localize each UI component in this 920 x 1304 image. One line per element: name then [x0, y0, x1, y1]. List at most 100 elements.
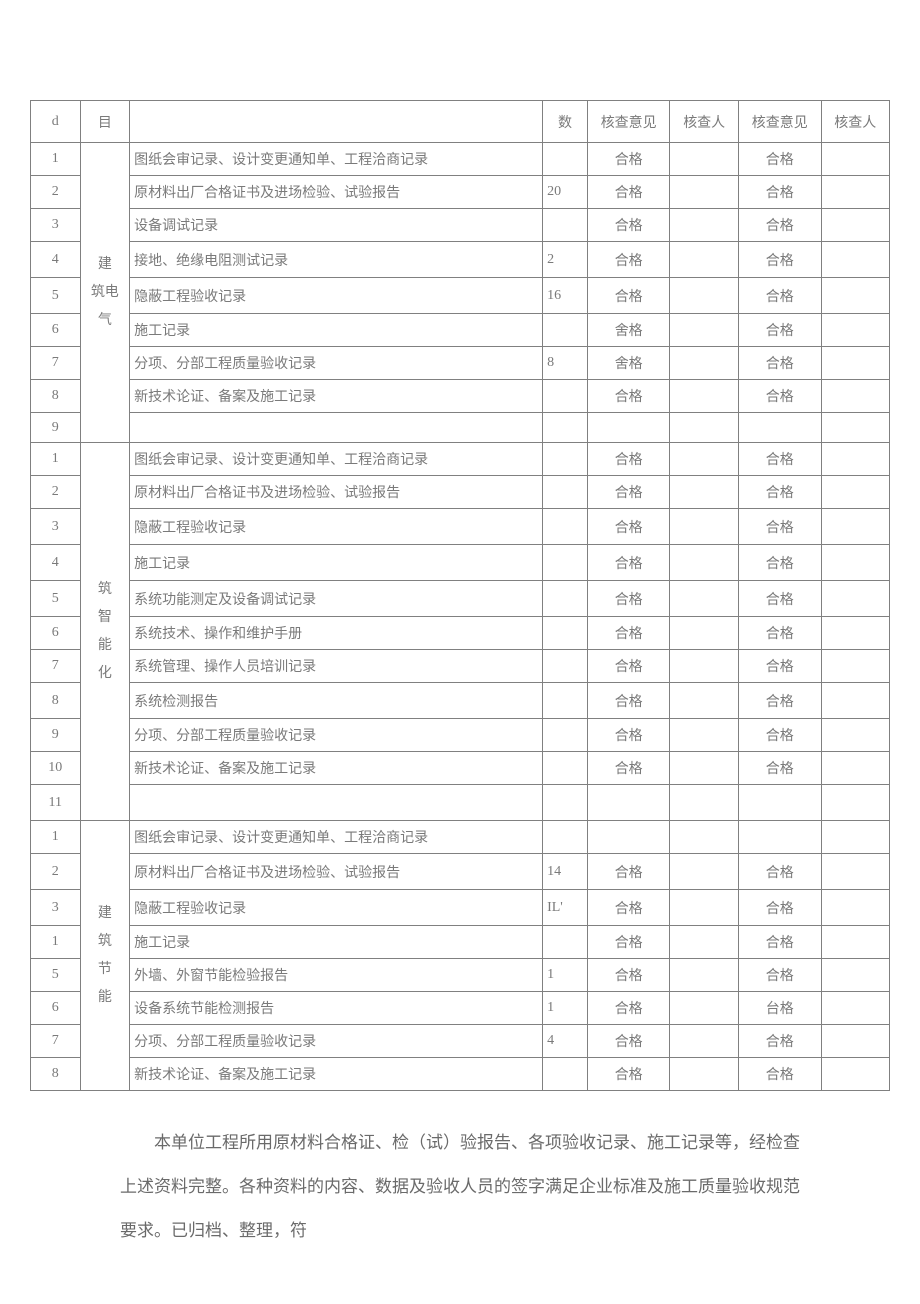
- row-opinion1: 合格: [587, 854, 670, 890]
- row-item: 图纸会审记录、设计变更通知单、工程洽商记录: [130, 443, 543, 476]
- row-person1: [670, 719, 738, 752]
- row-item: 原材料出厂合格证书及进场检验、试验报告: [130, 476, 543, 509]
- row-number: 11: [31, 785, 81, 821]
- category-char: 智: [85, 604, 126, 632]
- row-number: 7: [31, 650, 81, 683]
- row-number: 6: [31, 992, 81, 1025]
- row-opinion1: 合格: [587, 143, 670, 176]
- row-person2: [821, 380, 890, 413]
- header-section: 目: [80, 101, 130, 143]
- row-item: 系统功能测定及设备调试记录: [130, 581, 543, 617]
- row-person1: [670, 926, 738, 959]
- row-opinion2: 合格: [738, 683, 821, 719]
- row-number: 10: [31, 752, 81, 785]
- row-item: 新技术论证、备案及施工记录: [130, 1058, 543, 1091]
- row-person2: [821, 617, 890, 650]
- row-person2: [821, 509, 890, 545]
- table-row: 10新技术论证、备案及施工记录合格合格: [31, 752, 890, 785]
- row-item: 设备系统节能检测报告: [130, 992, 543, 1025]
- row-qty: [543, 413, 588, 443]
- row-opinion2: 合格: [738, 476, 821, 509]
- row-opinion2: 合格: [738, 176, 821, 209]
- row-person2: [821, 314, 890, 347]
- row-number: 1: [31, 143, 81, 176]
- row-item: 施工记录: [130, 314, 543, 347]
- table-row: 4接地、绝缘电阻测试记录2合格合格: [31, 242, 890, 278]
- row-qty: [543, 752, 588, 785]
- row-number: 2: [31, 854, 81, 890]
- row-opinion1: 合格: [587, 926, 670, 959]
- row-person1: [670, 854, 738, 890]
- row-item: 隐蔽工程验收记录: [130, 509, 543, 545]
- table-row: 8新技术论证、备案及施工记录合格合格: [31, 380, 890, 413]
- row-person2: [821, 785, 890, 821]
- header-person2: 核查人: [821, 101, 890, 143]
- row-opinion2: 合格: [738, 278, 821, 314]
- table-row: 1施工记录合格合格: [31, 926, 890, 959]
- row-opinion1: 合格: [587, 581, 670, 617]
- row-opinion2: 合格: [738, 854, 821, 890]
- row-number: 1: [31, 926, 81, 959]
- row-number: 2: [31, 176, 81, 209]
- row-qty: [543, 443, 588, 476]
- inspection-table: d 目 数 核查意见 核查人 核查意见 核查人 1建筑电气图纸会审记录、设计变更…: [30, 100, 890, 1091]
- table-row: 2原材料出厂合格证书及进场检验、试验报告合格合格: [31, 476, 890, 509]
- row-person1: [670, 380, 738, 413]
- row-opinion1: 合格: [587, 209, 670, 242]
- row-opinion2: [738, 785, 821, 821]
- row-opinion1: 合格: [587, 752, 670, 785]
- row-person1: [670, 176, 738, 209]
- row-number: 8: [31, 380, 81, 413]
- table-row: 3隐蔽工程验收记录合格合格: [31, 509, 890, 545]
- table-row: 6设备系统节能检测报告1合格台格: [31, 992, 890, 1025]
- row-person2: [821, 854, 890, 890]
- row-person1: [670, 1025, 738, 1058]
- row-item: 新技术论证、备案及施工记录: [130, 752, 543, 785]
- row-person1: [670, 1058, 738, 1091]
- row-opinion1: 舍格: [587, 347, 670, 380]
- row-opinion1: 合格: [587, 509, 670, 545]
- row-number: 5: [31, 581, 81, 617]
- row-opinion2: 合格: [738, 314, 821, 347]
- row-number: 4: [31, 545, 81, 581]
- row-item: 隐蔽工程验收记录: [130, 890, 543, 926]
- row-person1: [670, 992, 738, 1025]
- table-row: 5外墙、外窗节能检验报告1合格合格: [31, 959, 890, 992]
- category-char: 气: [85, 307, 126, 335]
- row-person1: [670, 413, 738, 443]
- row-person1: [670, 509, 738, 545]
- row-opinion1: 合格: [587, 992, 670, 1025]
- table-row: 7系统管理、操作人员培训记录合格合格: [31, 650, 890, 683]
- row-number: 8: [31, 1058, 81, 1091]
- row-person1: [670, 443, 738, 476]
- row-person2: [821, 545, 890, 581]
- row-item: 图纸会审记录、设计变更通知单、工程洽商记录: [130, 821, 543, 854]
- row-person2: [821, 959, 890, 992]
- row-number: 3: [31, 509, 81, 545]
- row-person2: [821, 821, 890, 854]
- row-item: 系统技术、操作和维护手册: [130, 617, 543, 650]
- row-person2: [821, 143, 890, 176]
- row-item: 设备调试记录: [130, 209, 543, 242]
- table-row: 8系统检测报告合格合格: [31, 683, 890, 719]
- row-person2: [821, 719, 890, 752]
- row-opinion2: 合格: [738, 380, 821, 413]
- row-person2: [821, 890, 890, 926]
- category-cell: 筑智能化: [80, 443, 130, 821]
- row-qty: [543, 1058, 588, 1091]
- row-person2: [821, 413, 890, 443]
- row-opinion1: [587, 413, 670, 443]
- row-opinion2: 合格: [738, 890, 821, 926]
- row-opinion2: 合格: [738, 443, 821, 476]
- row-opinion2: 合格: [738, 1025, 821, 1058]
- row-number: 5: [31, 278, 81, 314]
- row-qty: [543, 821, 588, 854]
- row-opinion1: [587, 821, 670, 854]
- row-opinion1: 合格: [587, 1058, 670, 1091]
- row-opinion1: 合格: [587, 617, 670, 650]
- row-opinion2: 合格: [738, 1058, 821, 1091]
- table-row: 7分项、分部工程质量验收记录8舍格合格: [31, 347, 890, 380]
- row-person2: [821, 476, 890, 509]
- row-qty: [543, 683, 588, 719]
- row-qty: 14: [543, 854, 588, 890]
